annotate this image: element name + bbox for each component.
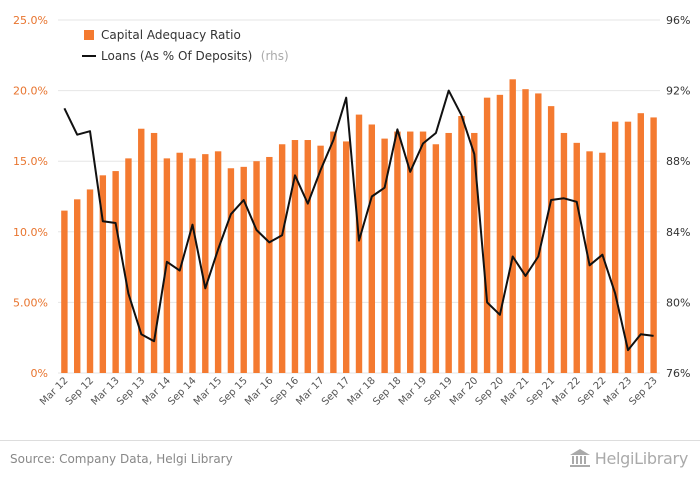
y-right-tick-label: 92%: [666, 85, 690, 98]
chart-svg: 0% 76% 5.00% 80% 10.0% 84% 15.0% 88% 20.0% 92% 25.…: [13, 14, 690, 408]
line-layer: [63, 89, 654, 352]
y-right-tick-label: 84%: [666, 226, 690, 239]
legend: Capital Adequacy Ratio Loans (As % Of De…: [82, 28, 289, 64]
bar: [61, 210, 68, 373]
bar: [394, 131, 401, 373]
footer-divider: [0, 440, 700, 441]
y-left-tick-label: 20.0%: [13, 85, 48, 98]
footer: Source: Company Data, Helgi Library Helg…: [0, 440, 700, 483]
bar: [458, 116, 465, 374]
legend-label-bar: Capital Adequacy Ratio: [101, 28, 241, 42]
bar: [611, 121, 619, 373]
line-series: [63, 89, 654, 352]
bar: [86, 189, 94, 373]
y-right-tick-label: 88%: [666, 155, 690, 168]
bar: [573, 142, 580, 373]
bars-layer: [61, 79, 657, 374]
bar: [240, 166, 247, 373]
legend-label-line: Loans (As % Of Deposits) (rhs): [101, 47, 289, 64]
bar: [266, 156, 273, 373]
bar: [125, 158, 132, 373]
y-left-tick-label: 0%: [31, 367, 48, 380]
source-note: Source: Company Data, Helgi Library: [10, 452, 233, 466]
bar: [317, 145, 324, 373]
bar: [214, 151, 222, 373]
bar: [112, 171, 119, 373]
bar: [560, 132, 568, 373]
bar: [599, 152, 606, 373]
bar: [202, 154, 209, 373]
bar: [535, 93, 542, 373]
bar: [496, 94, 504, 373]
bar: [471, 132, 478, 373]
bar: [355, 114, 363, 373]
legend-line-name: Loans (As % Of Deposits): [101, 49, 252, 63]
y-right-tick-label: 80%: [666, 296, 690, 309]
y-left-tick-label: 15.0%: [13, 155, 48, 168]
bar: [227, 168, 235, 373]
bar: [176, 152, 183, 373]
bar: [253, 161, 260, 373]
y-right-tick-label: 76%: [666, 367, 690, 380]
brand-logo: HelgiLibrary: [569, 448, 688, 468]
bar: [138, 128, 145, 373]
bar: [291, 140, 299, 373]
bar: [637, 113, 644, 373]
brand-name: HelgiLibrary: [594, 448, 689, 468]
chart-area: 0% 76% 5.00% 80% 10.0% 84% 15.0% 88% 20.0% 92% 25.…: [13, 14, 690, 408]
bar: [445, 132, 452, 373]
bar: [419, 131, 427, 373]
legend-swatch-bar: [84, 30, 94, 40]
bar: [407, 131, 414, 373]
bar: [650, 117, 657, 373]
bar: [342, 141, 350, 373]
bar: [547, 106, 555, 373]
x-tick-label: Sep 23: [627, 375, 659, 407]
y-left-tick-label: 10.0%: [13, 226, 48, 239]
bar: [99, 175, 107, 373]
bar: [304, 140, 311, 373]
bar: [522, 89, 529, 374]
bar: [368, 124, 376, 373]
bar: [624, 121, 632, 373]
library-building-icon: [569, 449, 590, 467]
bar: [483, 97, 491, 373]
y-right-tick-label: 96%: [666, 14, 690, 27]
bar: [381, 138, 388, 373]
bar: [432, 144, 440, 373]
bar: [330, 131, 337, 373]
y-left-tick-label: 25.0%: [13, 14, 48, 27]
bar: [509, 79, 516, 373]
bar: [189, 158, 196, 373]
bar: [150, 132, 158, 373]
bar: [278, 144, 286, 373]
bar: [74, 199, 81, 373]
y-left-tick-label: 5.00%: [13, 296, 48, 309]
legend-line-suffix: (rhs): [261, 49, 289, 63]
